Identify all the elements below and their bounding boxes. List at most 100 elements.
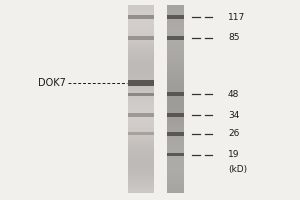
Bar: [128, 91, 154, 92]
Bar: [128, 152, 154, 153]
Bar: [167, 15, 184, 16]
Bar: [167, 129, 184, 130]
Bar: [167, 115, 184, 116]
Bar: [167, 76, 184, 77]
Bar: [167, 77, 184, 78]
Bar: [167, 14, 184, 15]
Bar: [128, 158, 154, 159]
Bar: [128, 33, 154, 34]
Bar: [128, 100, 154, 101]
Bar: [167, 136, 184, 137]
Bar: [167, 145, 184, 146]
Bar: [128, 12, 154, 13]
Bar: [128, 109, 154, 110]
Bar: [128, 96, 154, 97]
Bar: [167, 98, 184, 99]
Bar: [128, 73, 154, 74]
Bar: [128, 180, 154, 181]
Bar: [167, 156, 184, 157]
Bar: [128, 74, 154, 75]
Bar: [128, 57, 154, 58]
Bar: [167, 40, 184, 41]
Bar: [128, 70, 154, 71]
Bar: [167, 53, 184, 54]
Bar: [167, 113, 184, 114]
Bar: [128, 181, 154, 182]
Bar: [167, 50, 184, 51]
Bar: [128, 128, 154, 129]
Bar: [128, 122, 154, 123]
Bar: [167, 64, 184, 65]
Bar: [167, 29, 184, 30]
Bar: [128, 56, 154, 57]
Bar: [167, 52, 184, 53]
Bar: [128, 175, 154, 176]
Bar: [167, 159, 184, 160]
Bar: [128, 16, 154, 17]
Bar: [128, 161, 154, 162]
Bar: [167, 41, 184, 42]
Bar: [128, 75, 154, 76]
Bar: [128, 46, 154, 47]
Bar: [128, 99, 154, 100]
Bar: [128, 123, 154, 124]
Bar: [128, 126, 154, 127]
Bar: [128, 53, 154, 54]
Bar: [128, 174, 154, 175]
Bar: [167, 113, 184, 117]
Bar: [167, 83, 184, 84]
Bar: [167, 10, 184, 11]
Bar: [167, 144, 184, 145]
Bar: [128, 87, 154, 88]
Bar: [167, 21, 184, 22]
Bar: [128, 140, 154, 141]
Bar: [167, 157, 184, 158]
Bar: [128, 15, 154, 16]
Bar: [167, 171, 184, 172]
Bar: [128, 148, 154, 149]
Bar: [128, 98, 154, 99]
Bar: [167, 137, 184, 138]
Bar: [167, 7, 184, 8]
Bar: [128, 154, 154, 155]
Bar: [167, 142, 184, 143]
Bar: [167, 78, 184, 79]
Bar: [167, 154, 184, 155]
Bar: [167, 20, 184, 21]
Bar: [128, 166, 154, 167]
Bar: [128, 151, 154, 152]
Bar: [167, 61, 184, 62]
Bar: [167, 181, 184, 182]
Bar: [167, 16, 184, 17]
Bar: [128, 65, 154, 66]
Bar: [167, 92, 184, 93]
Bar: [128, 179, 154, 180]
Bar: [167, 70, 184, 71]
Bar: [167, 166, 184, 167]
Bar: [167, 89, 184, 90]
Bar: [128, 83, 154, 84]
Bar: [128, 25, 154, 26]
Bar: [167, 176, 184, 177]
Bar: [167, 30, 184, 31]
Text: 19: 19: [228, 150, 239, 159]
Bar: [128, 67, 154, 68]
Bar: [128, 84, 154, 85]
Bar: [128, 9, 154, 10]
Bar: [128, 165, 154, 166]
Bar: [128, 47, 154, 48]
Bar: [167, 146, 184, 147]
Bar: [167, 170, 184, 171]
Bar: [128, 102, 154, 103]
Bar: [128, 77, 154, 78]
Bar: [128, 191, 154, 192]
Bar: [167, 105, 184, 106]
Bar: [167, 5, 184, 6]
Bar: [128, 146, 154, 147]
Bar: [128, 86, 154, 87]
Bar: [167, 68, 184, 69]
Bar: [128, 54, 154, 55]
Bar: [167, 140, 184, 141]
Bar: [128, 88, 154, 89]
Bar: [167, 106, 184, 107]
